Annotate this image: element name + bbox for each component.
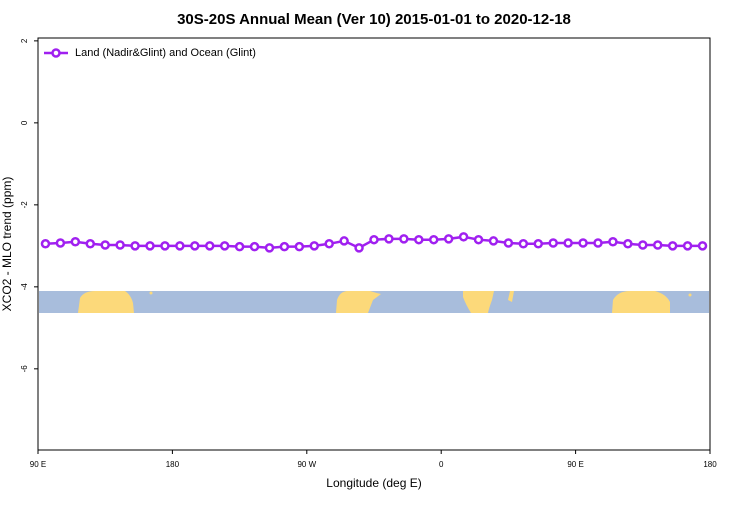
map-strip — [39, 291, 709, 313]
data-point — [384, 234, 394, 244]
data-point — [399, 234, 409, 244]
data-point — [309, 241, 320, 251]
data-point — [40, 239, 51, 249]
data-point — [458, 232, 469, 242]
data-point — [145, 241, 155, 251]
data-point — [55, 238, 66, 248]
data-point — [249, 241, 260, 252]
data-point — [294, 241, 305, 252]
data-point — [70, 236, 81, 247]
data-point — [85, 239, 96, 249]
data-point — [414, 234, 424, 245]
data-point — [175, 241, 185, 251]
data-point — [428, 234, 439, 245]
data-point — [608, 236, 618, 247]
y-tick-label: 0 — [20, 120, 29, 125]
data-point — [473, 234, 484, 245]
plot-frame — [37, 37, 711, 451]
x-axis-label: Longitude (deg E) — [326, 476, 421, 490]
data-point — [354, 243, 364, 253]
data-point — [443, 234, 454, 244]
legend-marker — [51, 48, 61, 58]
data-point — [667, 241, 678, 251]
data-point — [652, 240, 663, 250]
data-point — [190, 241, 200, 251]
y-tick-label: -4 — [20, 283, 29, 291]
data-point — [533, 239, 544, 249]
x-tick-label: 90 E — [30, 460, 46, 469]
x-tick-label: 0 — [439, 460, 444, 469]
data-point — [638, 240, 648, 250]
data-point — [623, 239, 633, 249]
data-point — [324, 239, 334, 249]
y-tick-label: 2 — [20, 38, 29, 43]
data-point — [593, 238, 603, 248]
data-point — [563, 238, 573, 248]
data-point — [160, 241, 170, 251]
data-point — [682, 241, 693, 251]
data-point — [503, 238, 514, 248]
data-point — [219, 241, 230, 251]
legend-label: Land (Nadir&Glint) and Ocean (Glint) — [75, 47, 256, 59]
data-point — [234, 241, 245, 252]
y-axis-label: XCO2 - MLO trend (ppm) — [0, 177, 14, 312]
data-point — [339, 236, 349, 246]
data-point — [697, 241, 708, 251]
data-point — [279, 241, 290, 252]
data-point — [264, 243, 275, 253]
y-tick-label: -2 — [20, 201, 29, 209]
data-point — [548, 238, 558, 248]
chart-title: 30S-20S Annual Mean (Ver 10) 2015-01-01 … — [177, 11, 571, 28]
x-tick-label: 180 — [703, 460, 717, 469]
data-point — [204, 241, 215, 251]
x-tick-label: 90 W — [297, 460, 316, 469]
x-tick-label: 90 E — [567, 460, 583, 469]
data-point — [578, 238, 588, 248]
data-point — [369, 234, 379, 245]
y-tick-label: -6 — [20, 365, 29, 373]
data-point — [115, 240, 125, 250]
data-point — [100, 240, 110, 250]
data-point — [130, 241, 140, 251]
data-point — [518, 239, 529, 249]
data-point — [488, 236, 499, 246]
x-tick-label: 180 — [166, 460, 180, 469]
